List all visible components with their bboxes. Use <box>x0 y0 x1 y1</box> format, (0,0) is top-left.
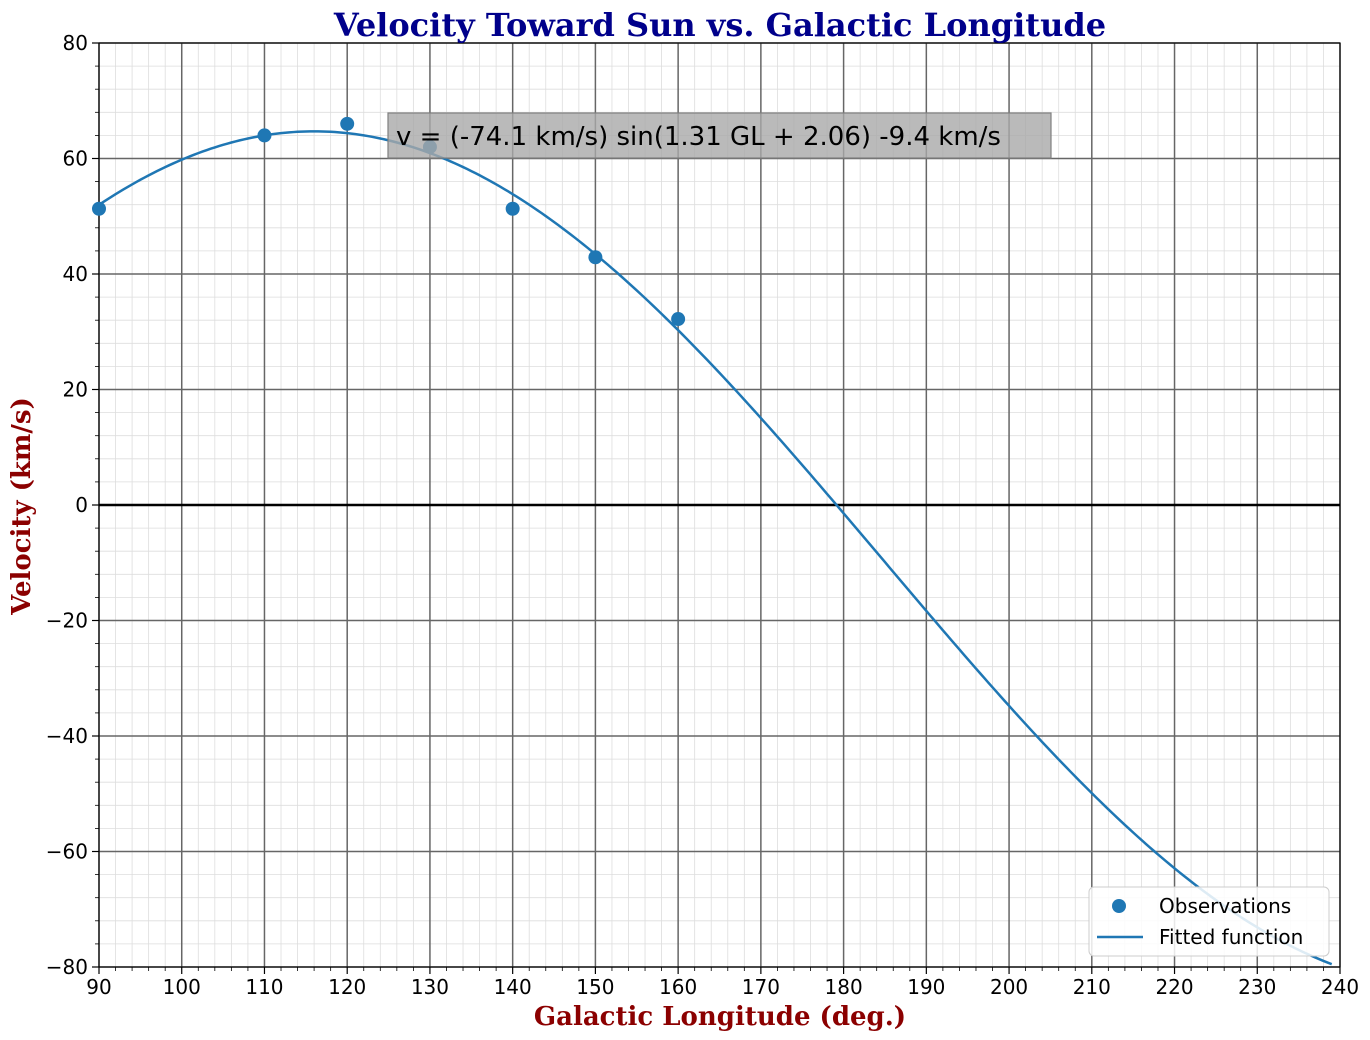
x-tick-label: 190 <box>907 975 945 999</box>
x-tick-label: 160 <box>659 975 697 999</box>
x-tick-label: 100 <box>163 975 201 999</box>
x-tick-label: 130 <box>411 975 449 999</box>
observation-point <box>92 201 106 216</box>
axis-ticks <box>92 42 1341 974</box>
x-tick-label: 150 <box>576 975 614 999</box>
y-tick-label: −20 <box>46 609 88 633</box>
legend-box <box>1088 886 1330 957</box>
legend: Observations Fitted function <box>1088 886 1330 957</box>
fitted-function-line <box>98 130 1333 966</box>
y-tick-label: 20 <box>63 378 88 402</box>
observation-point <box>257 128 272 143</box>
chart-title: Velocity Toward Sun vs. Galactic Longitu… <box>333 6 1106 44</box>
equation-text: v = (-74.1 km/s) sin(1.31 GL + 2.06) -9.… <box>396 122 1001 152</box>
y-tick-label: −40 <box>46 724 88 748</box>
x-tick-label: 210 <box>1073 975 1111 999</box>
x-tick-label: 200 <box>990 975 1028 999</box>
y-tick-labels: −80 −60 −40 −20 0 20 40 60 80 <box>46 31 88 979</box>
legend-fitted-label: Fitted function <box>1159 925 1303 949</box>
equation-annotation: v = (-74.1 km/s) sin(1.31 GL + 2.06) -9.… <box>387 112 1052 159</box>
y-axis-label: Velocity (km/s) <box>7 397 37 616</box>
legend-observations-label: Observations <box>1159 894 1291 918</box>
x-axis-label: Galactic Longitude (deg.) <box>534 1002 906 1032</box>
x-tick-label: 240 <box>1321 975 1359 999</box>
y-tick-label: 40 <box>63 262 88 286</box>
equation-box <box>387 112 1052 159</box>
observation-point <box>340 116 355 131</box>
y-tick-label: 0 <box>75 493 88 517</box>
y-tick-label: 60 <box>63 147 88 171</box>
observation-point <box>671 312 686 327</box>
x-tick-label: 110 <box>245 975 283 999</box>
x-tick-label: 180 <box>825 975 863 999</box>
y-tick-label: −60 <box>46 840 88 864</box>
y-tick-label: −80 <box>46 955 88 979</box>
x-tick-label: 230 <box>1238 975 1276 999</box>
legend-observations-marker <box>1112 899 1126 913</box>
x-tick-labels: 90 100 110 120 130 140 150 160 170 180 190 200 210 22… <box>86 975 1359 999</box>
x-tick-label: 140 <box>494 975 532 999</box>
observation-point <box>505 201 520 216</box>
observation-point <box>588 250 603 265</box>
x-tick-label: 220 <box>1155 975 1193 999</box>
x-tick-label: 120 <box>328 975 366 999</box>
y-tick-label: 80 <box>63 31 88 55</box>
x-tick-label: 90 <box>86 975 111 999</box>
x-tick-label: 170 <box>742 975 780 999</box>
